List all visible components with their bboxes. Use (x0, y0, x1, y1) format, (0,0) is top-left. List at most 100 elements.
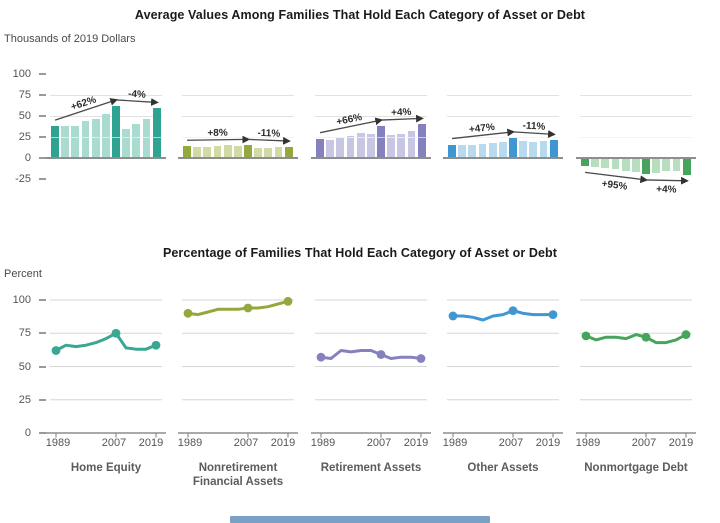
bar-1995 (601, 158, 610, 169)
bar-1989 (51, 126, 59, 158)
y-tick-label: 25 (18, 393, 31, 406)
y-tick-mark (39, 136, 46, 138)
bottom-unit-label: Percent (4, 268, 42, 280)
data-point-2007 (508, 306, 518, 316)
bar-panel-home-equity: +62% -4% (46, 74, 166, 179)
bar-panel-other-assets: +47% -11% (443, 74, 563, 179)
bar-1995 (336, 137, 345, 158)
x-tick-label: 1989 (45, 437, 71, 449)
y-tick-label: 100 (12, 294, 31, 306)
x-tick-label: 2007 (366, 437, 392, 449)
bar-2004 (366, 134, 375, 158)
bar-2016 (407, 131, 416, 158)
change-label: -11% (257, 128, 280, 140)
x-axis-labels: 1989 2007 2019 (443, 437, 560, 451)
bar-2007 (377, 126, 385, 158)
x-tick-label: 1989 (310, 437, 336, 449)
x-tick-label: 2019 (403, 437, 429, 449)
bar-panel-nonretirement-financial-assets: +8% -11% (178, 74, 298, 179)
bar-2013 (132, 124, 141, 158)
y-tick-label: 75 (18, 327, 31, 340)
x-axis-labels: 1989 2007 2019 (576, 437, 694, 451)
gridline (447, 95, 559, 96)
data-point-1989 (316, 352, 326, 362)
y-tick-label: 0 (24, 152, 31, 164)
y-tick-mark (39, 432, 46, 434)
change-arrow (646, 176, 689, 185)
zero-axis (311, 157, 431, 159)
data-line (451, 309, 555, 322)
y-tick-label: -25 (15, 173, 31, 185)
x-tick-label: 1989 (177, 437, 203, 449)
bar-1992 (326, 140, 334, 158)
bar-panel-nonmortgage-debt: +95% +4% (576, 74, 696, 196)
y-tick-mark (39, 115, 46, 117)
bar-2004 (631, 158, 640, 173)
change-arrow (585, 171, 649, 184)
data-line (54, 331, 158, 352)
bar-2010 (122, 128, 131, 158)
bar-2019 (682, 158, 691, 175)
line-chart (311, 299, 431, 438)
data-point-2019 (548, 310, 558, 320)
bar-1989 (183, 146, 191, 158)
y-tick-mark (39, 73, 46, 75)
data-point-2007 (641, 332, 651, 342)
x-tick-label: 2007 (498, 437, 524, 449)
change-label: +8% (207, 128, 228, 139)
bar-2016 (672, 158, 681, 171)
x-tick-label: 2019 (668, 437, 694, 449)
y-tick-mark (39, 398, 46, 401)
bar-1995 (203, 147, 212, 158)
bar-2019 (417, 124, 426, 158)
bar-2001 (223, 145, 232, 158)
bar-1992 (591, 158, 599, 168)
bar-2016 (539, 141, 548, 158)
x-tick-label: 2019 (270, 437, 296, 449)
line-panel-nonretirement-financial-assets: 1989 2007 2019 (178, 296, 298, 449)
bar-1995 (71, 126, 80, 158)
bar-2013 (662, 158, 671, 172)
annotation-layer: +66% +4% (319, 107, 424, 134)
y-tick-label: 0 (24, 427, 31, 439)
gridline-overlay (315, 137, 427, 138)
y-tick-mark (39, 299, 46, 301)
top-y-axis: 100 75 50 25 0 -25 (0, 68, 46, 185)
line-chart (576, 299, 696, 438)
top-chart-title: Average Values Among Families That Hold … (134, 8, 586, 22)
gridline (315, 116, 427, 117)
change-label: +47% (468, 122, 495, 136)
bar-1998 (213, 146, 222, 158)
bar-2004 (101, 114, 110, 158)
bar-2016 (142, 118, 151, 158)
bar-1989 (316, 138, 324, 158)
change-arrow (248, 136, 291, 145)
data-point-2007 (243, 303, 253, 313)
bar-2016 (274, 147, 283, 158)
x-tick-label: 1989 (442, 437, 468, 449)
zero-axis (576, 157, 696, 159)
change-arrow (452, 128, 516, 140)
y-tick-label: 75 (18, 89, 31, 101)
bar-1998 (611, 158, 620, 169)
line-panel-home-equity: 1989 2007 2019 (46, 299, 166, 449)
line-panel-other-assets: 1989 2007 2019 (443, 299, 563, 449)
bar-2010 (519, 141, 528, 158)
bar-1992 (193, 147, 201, 158)
data-point-2019 (416, 354, 426, 363)
change-label: +66% (336, 112, 364, 128)
x-tick-label: 1989 (575, 437, 601, 449)
data-point-2007 (111, 328, 121, 338)
y-tick-label: 50 (18, 110, 31, 122)
bar-2013 (264, 147, 273, 158)
bar-2007 (244, 145, 252, 158)
line-chart (178, 296, 298, 438)
zero-axis (178, 157, 298, 159)
y-tick-label: 25 (18, 131, 31, 143)
change-label: -4% (128, 89, 147, 101)
bar-2010 (387, 135, 396, 158)
top-unit-label: Thousands of 2019 Dollars (4, 33, 136, 45)
category-label-other-assets: Other Assets (467, 462, 539, 474)
bar-2010 (254, 147, 263, 158)
change-arrow (381, 114, 424, 123)
